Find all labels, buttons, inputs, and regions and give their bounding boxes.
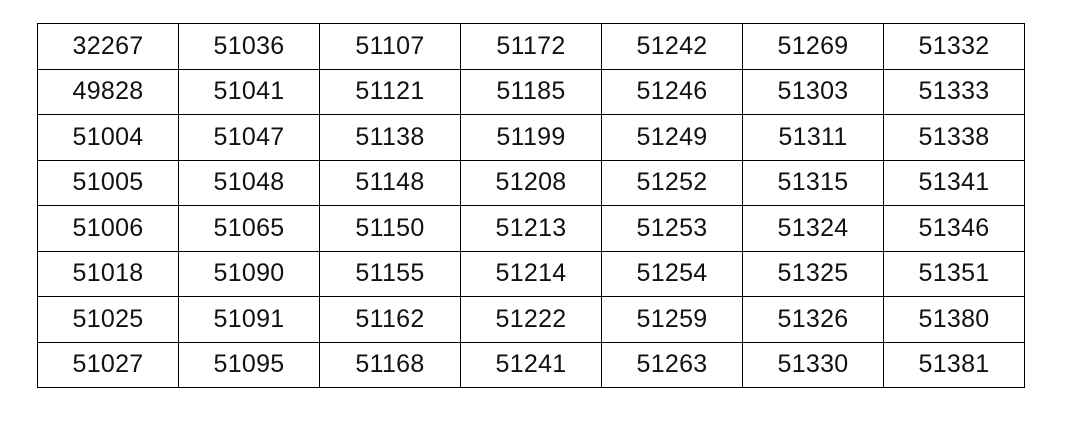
table-cell: 51303 [742, 68, 884, 115]
table-cell: 51036 [178, 23, 320, 70]
table-cell: 51246 [601, 68, 743, 115]
table-cell: 51381 [883, 341, 1025, 388]
table-cell: 51333 [883, 68, 1025, 115]
table-cell: 51172 [460, 23, 602, 70]
table-cell: 51213 [460, 205, 602, 252]
table-cell: 51259 [601, 296, 743, 343]
table-cell: 51341 [883, 159, 1025, 206]
table-cell: 51380 [883, 296, 1025, 343]
table-cell: 51065 [178, 205, 320, 252]
table-row: 51005 51048 51148 51208 51252 51315 51341 [37, 159, 1025, 206]
table-cell: 51199 [460, 114, 602, 161]
table-cell: 51346 [883, 205, 1025, 252]
table-cell: 51315 [742, 159, 884, 206]
table-cell: 51254 [601, 250, 743, 297]
table-row: 51006 51065 51150 51213 51253 51324 51346 [37, 205, 1025, 252]
table-cell: 51208 [460, 159, 602, 206]
table-cell: 51325 [742, 250, 884, 297]
table-cell: 51138 [319, 114, 461, 161]
number-table-body: 32267 51036 51107 51172 51242 51269 51332 49828… [37, 23, 1025, 388]
table-cell: 51241 [460, 341, 602, 388]
table-row: 49828 51041 51121 51185 51246 51303 51333 [37, 68, 1025, 115]
table-row: 51018 51090 51155 51214 51254 51325 51351 [37, 250, 1025, 297]
table-cell: 51090 [178, 250, 320, 297]
number-table: 32267 51036 51107 51172 51242 51269 51332 49828… [37, 23, 1025, 388]
table-cell: 51091 [178, 296, 320, 343]
table-cell: 51006 [37, 205, 179, 252]
table-cell: 51048 [178, 159, 320, 206]
table-cell: 51168 [319, 341, 461, 388]
table-cell: 51326 [742, 296, 884, 343]
table-cell: 51263 [601, 341, 743, 388]
table-cell: 51330 [742, 341, 884, 388]
table-cell: 51222 [460, 296, 602, 343]
table-row: 51025 51091 51162 51222 51259 51326 51380 [37, 296, 1025, 343]
table-cell: 51252 [601, 159, 743, 206]
table-cell: 51041 [178, 68, 320, 115]
table-cell: 51332 [883, 23, 1025, 70]
table-cell: 51214 [460, 250, 602, 297]
table-cell: 51253 [601, 205, 743, 252]
table-row: 51004 51047 51138 51199 51249 51311 51338 [37, 114, 1025, 161]
table-row: 51027 51095 51168 51241 51263 51330 51381 [37, 341, 1025, 388]
table-cell: 51351 [883, 250, 1025, 297]
table-cell: 51311 [742, 114, 884, 161]
table-cell: 51185 [460, 68, 602, 115]
table-cell: 51150 [319, 205, 461, 252]
table-cell: 32267 [37, 23, 179, 70]
table-cell: 51242 [601, 23, 743, 70]
table-cell: 51155 [319, 250, 461, 297]
table-cell: 51148 [319, 159, 461, 206]
table-cell: 51027 [37, 341, 179, 388]
table-cell: 51338 [883, 114, 1025, 161]
table-row: 32267 51036 51107 51172 51242 51269 51332 [37, 23, 1025, 70]
table-cell: 51018 [37, 250, 179, 297]
table-cell: 51004 [37, 114, 179, 161]
table-cell: 49828 [37, 68, 179, 115]
table-cell: 51005 [37, 159, 179, 206]
table-cell: 51047 [178, 114, 320, 161]
table-cell: 51025 [37, 296, 179, 343]
table-cell: 51162 [319, 296, 461, 343]
table-cell: 51324 [742, 205, 884, 252]
table-cell: 51249 [601, 114, 743, 161]
table-cell: 51095 [178, 341, 320, 388]
table-cell: 51269 [742, 23, 884, 70]
table-cell: 51121 [319, 68, 461, 115]
table-cell: 51107 [319, 23, 461, 70]
